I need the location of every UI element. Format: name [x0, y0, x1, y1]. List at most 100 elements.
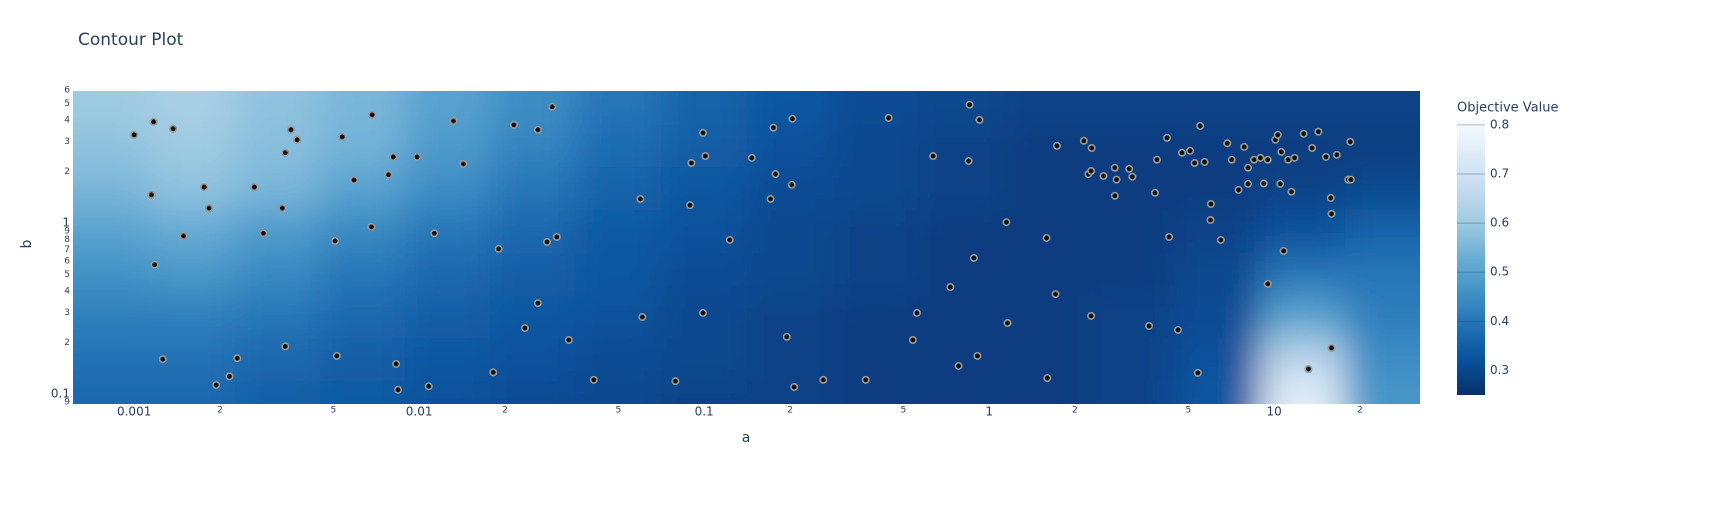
contour-cell [917, 124, 1005, 168]
contour-cell [1175, 91, 1261, 126]
contour-cell [575, 91, 662, 126]
contour-cell [832, 338, 919, 382]
trial-point [548, 102, 557, 111]
contour-cell [917, 338, 1005, 382]
trial-point [1052, 141, 1061, 150]
contour-cell [661, 209, 748, 254]
contour-cell [1345, 295, 1420, 339]
trial-point [552, 232, 561, 241]
contour-cell [1259, 91, 1346, 126]
contour-cell [661, 380, 748, 404]
trial-point [1314, 127, 1323, 136]
colorbar-tick-label: 0.5 [1490, 265, 1509, 279]
contour-cell [1090, 295, 1176, 339]
contour-field [73, 91, 1420, 404]
contour-cell [320, 253, 406, 297]
contour-cell [1003, 253, 1091, 297]
trial-point [861, 375, 870, 384]
contour-cell [320, 295, 406, 339]
trial-point [1263, 155, 1272, 164]
trial-point [1200, 157, 1209, 166]
colorbar-tick-label: 0.8 [1490, 117, 1509, 131]
contour-cell [1090, 124, 1176, 168]
trial-point [533, 125, 542, 134]
trial-point [671, 377, 680, 386]
contour-cell [490, 380, 577, 404]
trial-point [1163, 133, 1172, 142]
contour-cell [404, 167, 491, 211]
contour-cell [917, 380, 1005, 404]
contour-cell [320, 167, 406, 211]
contour-cell [575, 253, 662, 297]
trial-point [1276, 179, 1285, 188]
contour-cell [1345, 209, 1420, 254]
trial-point [233, 354, 242, 363]
trial-point [686, 201, 695, 210]
y-tick-label: 6 [64, 85, 70, 95]
y-tick-label: 7 [64, 245, 70, 255]
trial-point [1321, 152, 1330, 161]
contour-cell [490, 91, 577, 126]
x-tick-label: 5 [1185, 406, 1191, 416]
colorbar-tick-label: 0.4 [1490, 314, 1509, 328]
trial-point [150, 260, 159, 269]
contour-cell [235, 91, 321, 126]
contour-cell [235, 380, 321, 404]
trial-point [725, 235, 734, 244]
colorbar [1457, 120, 1485, 395]
trial-point [564, 335, 573, 344]
trial-point [790, 382, 799, 391]
trial-point [392, 359, 401, 368]
x-tick-label: 2 [1072, 406, 1078, 416]
x-tick-label: 2 [217, 406, 223, 416]
contour-cell [490, 124, 577, 168]
contour-cell [490, 295, 577, 339]
trial-point [332, 351, 341, 360]
trial-point [1216, 235, 1225, 244]
contour-cell [832, 295, 919, 339]
trial-point [1110, 191, 1119, 200]
trial-point [687, 158, 696, 167]
trial-point [449, 117, 458, 126]
x-tick-label: 1 [985, 405, 993, 419]
contour-cell [73, 91, 150, 126]
contour-cell [73, 209, 150, 254]
contour-cell [148, 295, 236, 339]
colorbar-tick-label: 0.3 [1490, 363, 1509, 377]
contour-cell [404, 295, 491, 339]
contour-cell [1345, 124, 1420, 168]
contour-cell [235, 167, 321, 211]
trial-point [212, 380, 221, 389]
x-tick-label: 5 [331, 406, 337, 416]
trial-point [338, 132, 347, 141]
x-axis-label: a [742, 430, 751, 446]
trial-point [520, 324, 529, 333]
trial-point [281, 342, 290, 351]
trial-point [225, 372, 234, 381]
x-tick-label: 2 [502, 406, 508, 416]
contour-cell [1175, 209, 1261, 254]
trial-point [259, 229, 268, 238]
contour-cell [235, 253, 321, 297]
trial-point [636, 194, 645, 203]
contour-cell [917, 209, 1005, 254]
trial-point [1087, 167, 1096, 176]
contour-cell [747, 209, 834, 254]
trial-point [1128, 172, 1137, 181]
contour-cell [404, 338, 491, 382]
contour-cell [320, 338, 406, 382]
contour-cell [1259, 380, 1346, 404]
trial-point [1087, 311, 1096, 320]
trial-point [788, 114, 797, 123]
contour-cell [1090, 380, 1176, 404]
contour-cell [575, 167, 662, 211]
trial-point [908, 335, 917, 344]
contour-cell [832, 91, 919, 126]
contour-cell [747, 380, 834, 404]
contour-cell [73, 338, 150, 382]
trial-point [1332, 150, 1341, 159]
y-tick-label: 0.1 [51, 387, 70, 401]
contour-cell [404, 380, 491, 404]
trial-point [384, 170, 393, 179]
trial-point [1227, 155, 1236, 164]
